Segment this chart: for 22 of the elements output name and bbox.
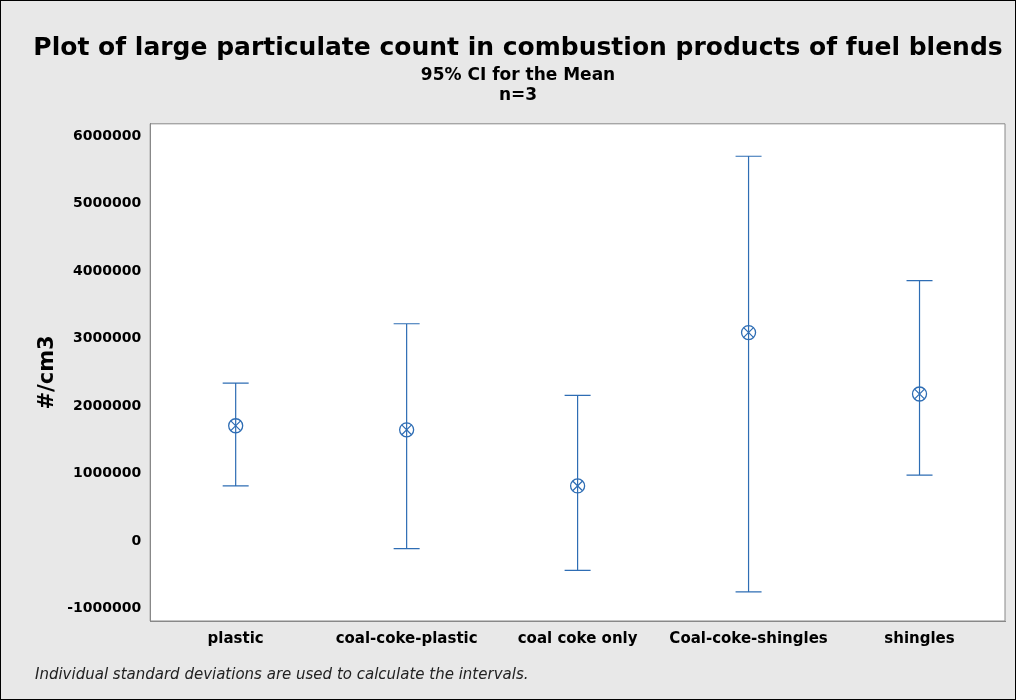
x-tick-label: coal coke only <box>517 628 638 647</box>
text: Individual standard deviations are used to calculate the intervals. <box>35 665 529 683</box>
x-tick-label: coal-coke-plastic <box>335 628 478 647</box>
y-tick-label: -1000000 <box>67 599 142 616</box>
point <box>228 418 244 434</box>
point <box>569 478 586 494</box>
point <box>911 386 928 402</box>
x-tick-label: shingles <box>884 628 955 647</box>
y-tick-label: 3000000 <box>73 329 142 346</box>
y-tick-label: 5000000 <box>73 194 142 211</box>
point <box>398 422 415 438</box>
chart-title: Plot of large particulate count in combustion products of fuel blends <box>33 31 1003 61</box>
point <box>740 324 757 341</box>
chart-subtitle: 95% CI for the Mean n=3 <box>420 63 616 105</box>
y-tick-label: 6000000 <box>73 126 142 143</box>
y-axis-title: #/cm3 <box>34 335 59 410</box>
x-tick-label: Coal-coke-shingles <box>669 628 828 647</box>
y-tick-label: 2000000 <box>73 396 142 413</box>
y-tick-label: 4000000 <box>73 261 142 278</box>
y-tick-label: 0 <box>131 531 142 548</box>
y-tick-label: 1000000 <box>73 464 142 481</box>
x-tick-label: plastic <box>207 628 264 647</box>
